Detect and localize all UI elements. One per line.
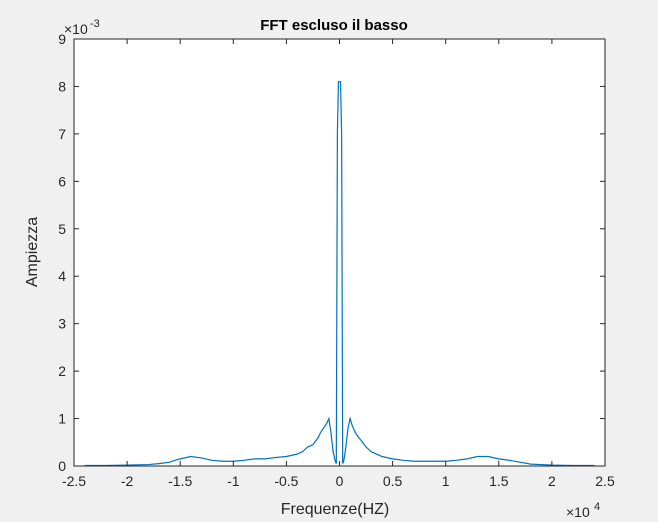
y-exponent-power: -3 bbox=[90, 18, 100, 30]
x-tick-label: 0.5 bbox=[383, 473, 403, 489]
chart-title: FFT escluso il basso bbox=[260, 17, 408, 34]
x-tick-label: -1.5 bbox=[168, 473, 192, 489]
x-tick-label: 0 bbox=[336, 473, 344, 489]
plot-area bbox=[84, 81, 595, 467]
x-exponent-power: 4 bbox=[594, 501, 600, 513]
y-tick-label: 9 bbox=[58, 31, 66, 47]
x-tick-label: -2.5 bbox=[62, 473, 86, 489]
y-exponent-base: ×10 bbox=[64, 21, 88, 37]
y-tick-label: 0 bbox=[58, 458, 66, 474]
x-tick-label: -0.5 bbox=[274, 473, 298, 489]
x-tick-label: 2.5 bbox=[595, 473, 615, 489]
x-tick-label: 2 bbox=[548, 473, 556, 489]
y-tick-label: 6 bbox=[58, 173, 66, 189]
x-tick-label: -2 bbox=[121, 473, 134, 489]
x-tick-label: 1 bbox=[442, 473, 450, 489]
y-tick-label: 8 bbox=[58, 78, 66, 94]
x-exponent-base: ×10 bbox=[566, 504, 590, 520]
x-tick-label: 1.5 bbox=[489, 473, 509, 489]
x-axis: -2.5 -2 -1.5 -1 -0.5 0 0.5 1 1.5 2 2.5 bbox=[62, 39, 615, 489]
x-tick-label: -1 bbox=[227, 473, 240, 489]
y-tick-label: 4 bbox=[58, 268, 66, 284]
y-tick-label: 1 bbox=[58, 411, 66, 427]
y-axis: 0 1 2 3 4 5 6 7 8 9 bbox=[58, 31, 605, 474]
series-line bbox=[84, 81, 595, 467]
y-axis-label: Ampiezza bbox=[24, 217, 41, 287]
axes-background bbox=[74, 39, 605, 466]
y-tick-label: 7 bbox=[58, 126, 66, 142]
x-axis-label: Frequenze(HZ) bbox=[281, 501, 389, 518]
y-tick-label: 3 bbox=[58, 316, 66, 332]
y-tick-label: 2 bbox=[58, 363, 66, 379]
y-exponent-label: ×10 -3 bbox=[64, 18, 100, 37]
x-exponent-label: ×10 4 bbox=[566, 501, 600, 520]
y-tick-label: 5 bbox=[58, 221, 66, 237]
